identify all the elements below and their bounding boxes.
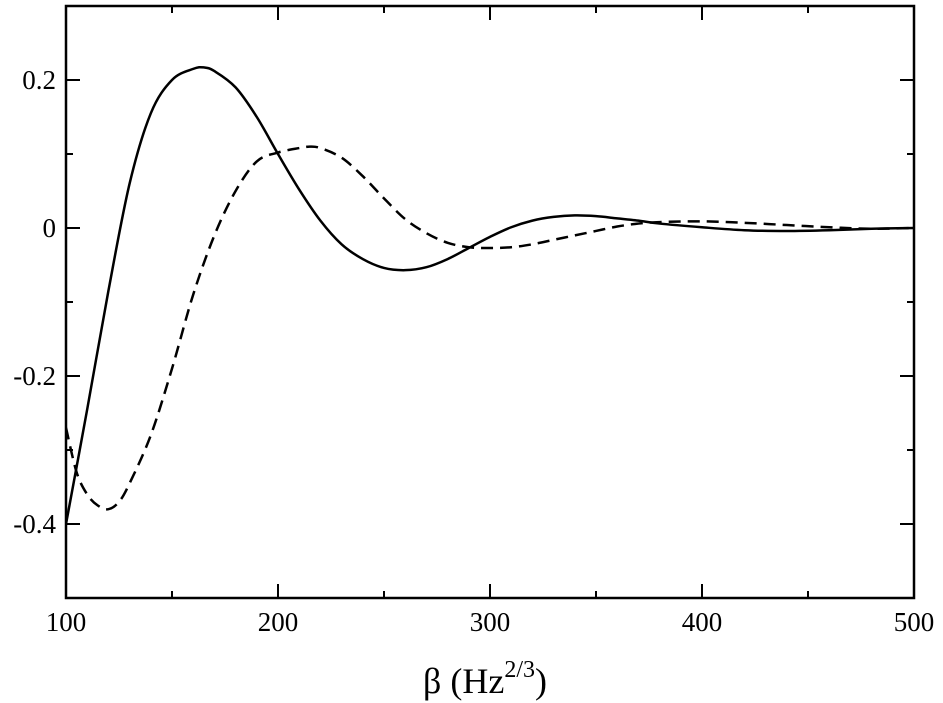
y-tick-label: -0.2	[13, 361, 56, 391]
series-dashed-line	[66, 145, 914, 511]
x-tick-label: 500	[894, 607, 935, 637]
plot-frame	[64, 4, 916, 600]
y-tick-label: 0.2	[22, 65, 56, 95]
series-layer	[66, 65, 914, 525]
y-tick-label: 0	[43, 213, 57, 243]
y-tick-label: -0.4	[13, 509, 56, 539]
x-tick-label: 400	[682, 607, 723, 637]
labels-layer: 100 200 300 400 500 -0.4 -0.2 0 0.2	[13, 65, 934, 637]
x-axis-label-symbol: β	[423, 661, 441, 701]
ticks-layer	[65, 5, 915, 599]
x-axis-label: β (Hz2/3)	[423, 657, 547, 701]
x-tick-label: 300	[470, 607, 511, 637]
x-tick-label: 200	[258, 607, 299, 637]
series-solid-line	[66, 65, 914, 525]
x-tick-label: 100	[46, 607, 87, 637]
x-axis-label-unit-close: )	[535, 661, 547, 701]
x-axis-label-unit-exponent: 2/3	[504, 657, 535, 683]
x-axis-label-unit-open: (Hz	[441, 661, 504, 701]
